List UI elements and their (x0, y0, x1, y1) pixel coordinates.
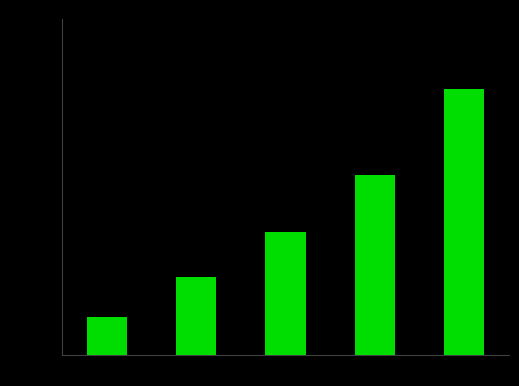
Bar (444, 89, 484, 355)
Bar (87, 317, 127, 355)
Bar (176, 277, 216, 355)
Bar (265, 232, 306, 355)
Bar (354, 175, 395, 355)
